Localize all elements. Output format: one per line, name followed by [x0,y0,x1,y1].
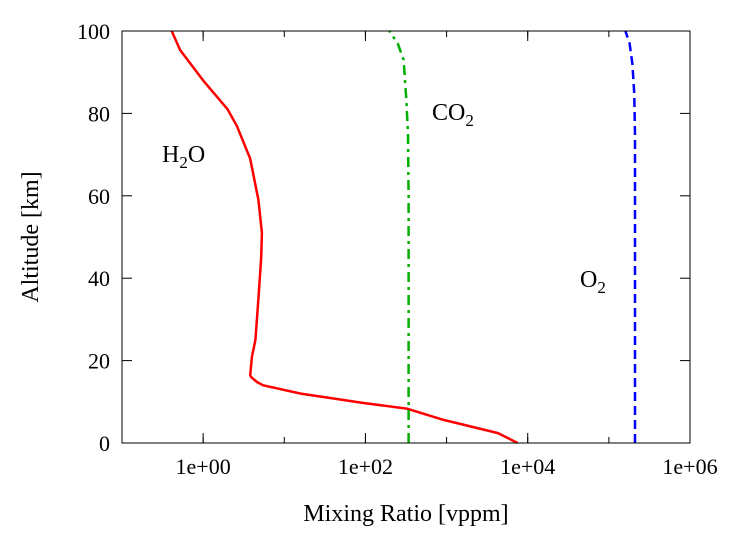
y-axis-label: Altitude [km] [18,171,44,302]
series-label-co2: CO2 [432,100,474,130]
label-subscript: 2 [465,111,474,130]
label-main: H [162,142,179,168]
series-co2-line [388,30,410,443]
y-tick-label: 0 [99,431,110,456]
y-tick-label: 60 [88,184,110,209]
series-label-o2: O2 [580,267,606,297]
y-tick-label: 40 [88,266,110,291]
plot-frame [121,30,691,444]
label-main: CO [432,100,465,126]
axis-ticks: 1e+00 1e+02 1e+04 1e+06 0 20 40 60 80 100 [77,19,718,479]
series-h2o-line [170,30,519,445]
y-tick-label: 100 [77,19,110,44]
x-tick-label: 1e+04 [500,454,555,479]
label-main: O [580,267,597,293]
y-tick-label: 80 [88,101,110,126]
series-o2-line [624,30,637,443]
x-tick-label: 1e+00 [176,454,231,479]
x-tick-label: 1e+02 [338,454,393,479]
label-tail: O [188,142,205,168]
x-tick-label: 1e+06 [662,454,717,479]
x-axis-label: Mixing Ratio [vppm] [303,501,508,527]
label-subscript: 2 [179,153,188,172]
label-subscript: 2 [597,278,606,297]
series-label-h2o: H2O [162,142,205,172]
plot-marks [170,30,637,445]
y-tick-label: 20 [88,349,110,374]
